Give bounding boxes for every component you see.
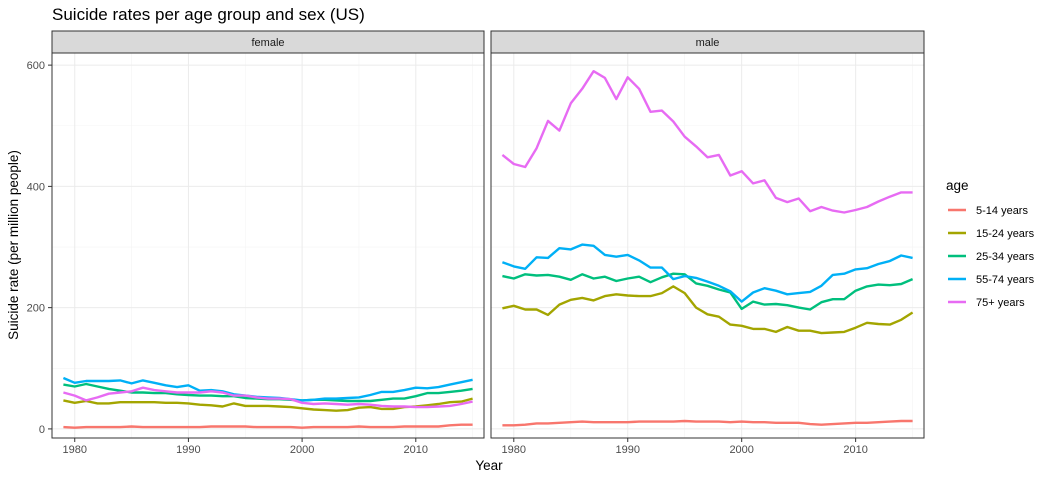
x-axis-title: Year	[475, 458, 503, 473]
y-tick-label: 600	[27, 60, 45, 72]
legend-label: 5-14 years	[976, 205, 1028, 217]
gridlines	[491, 53, 924, 438]
panel-male: male	[490, 30, 925, 439]
y-tick-label: 200	[27, 303, 45, 315]
y-tick-label: 0	[39, 424, 45, 436]
panel-background	[491, 53, 924, 438]
strip-label-female: female	[251, 37, 284, 49]
series-line-male-5-14-years	[502, 419, 913, 427]
panel-border	[51, 52, 485, 439]
legend-item: 25-34 years	[948, 251, 1035, 263]
series-line-female-75-years	[63, 386, 473, 409]
series-line-male-75-years	[501, 69, 913, 214]
x-tick-label: 2010	[843, 444, 867, 456]
legend-title: age	[946, 178, 969, 193]
x-tick-label: 2010	[404, 444, 428, 456]
legend: age 5-14 years 15-24 years 25-34 years 55-7…	[946, 178, 1035, 309]
legend-label: 25-34 years	[976, 251, 1035, 263]
panel-background	[52, 53, 484, 438]
strip-label-male: male	[696, 37, 720, 49]
x-tick-label: 2000	[729, 444, 753, 456]
series-line-male-15-24-years	[502, 285, 914, 335]
y-axis-title: Suicide rate (per million people)	[6, 150, 21, 340]
y-tick-label: 400	[27, 181, 45, 193]
series-line-female-5-14-years	[63, 423, 473, 429]
legend-item: 55-74 years	[948, 274, 1035, 286]
panels: female male	[51, 30, 925, 439]
series-line-male-25-34-years	[502, 272, 914, 311]
legend-item: 5-14 years	[948, 205, 1028, 217]
legend-item: 75+ years	[948, 297, 1025, 309]
y-axis: 0 200 400 600	[27, 60, 52, 436]
x-tick-label: 1990	[176, 444, 200, 456]
x-axis: 1980 1990 2000 2010 1980 1990 2000 2010	[62, 438, 868, 456]
panel-female: female	[51, 30, 485, 439]
x-tick-label: 1990	[615, 444, 639, 456]
x-tick-label: 1980	[502, 444, 526, 456]
legend-label: 15-24 years	[976, 228, 1035, 240]
x-tick-label: 2000	[290, 444, 314, 456]
legend-label: 75+ years	[976, 297, 1025, 309]
series-line-male-55-74-years	[501, 243, 913, 303]
x-tick-label: 1980	[62, 444, 86, 456]
legend-item: 15-24 years	[948, 228, 1035, 240]
legend-label: 55-74 years	[976, 274, 1035, 286]
gridlines	[52, 53, 484, 438]
panel-border	[490, 52, 925, 439]
chart-title: Suicide rates per age group and sex (US)	[52, 5, 365, 24]
